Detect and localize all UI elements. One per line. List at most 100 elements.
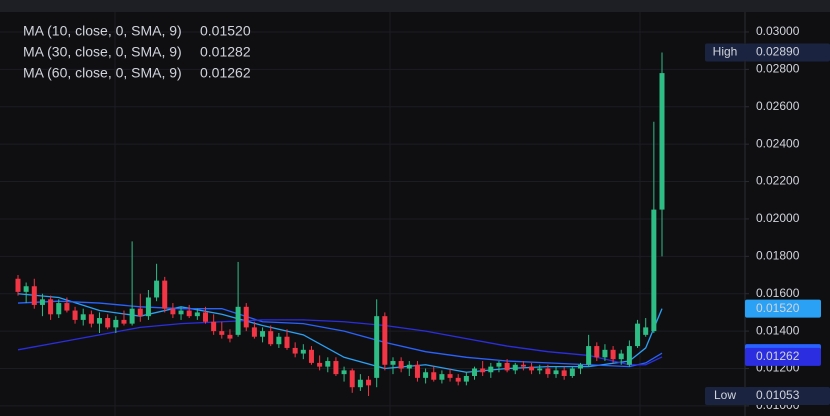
price-tag-label: 0.01262 <box>756 349 800 363</box>
candle-body <box>227 334 233 339</box>
top-bar <box>0 0 830 12</box>
price-tag <box>745 347 821 366</box>
candle-body <box>251 327 257 337</box>
candle-body <box>447 374 453 378</box>
candle-body <box>374 316 380 378</box>
candle-body <box>276 336 282 345</box>
legend-value: 0.01520 <box>200 23 251 39</box>
candle-body <box>170 308 176 315</box>
candle-body <box>162 280 168 309</box>
candle-body <box>31 286 37 305</box>
candle-body <box>431 372 437 380</box>
candle-body <box>72 310 78 320</box>
candle-body <box>88 314 94 324</box>
candle-body <box>178 310 184 315</box>
candle-body <box>325 361 331 367</box>
candle-body <box>308 349 314 363</box>
candle-body <box>594 346 600 358</box>
candle-body <box>586 346 592 365</box>
candle-body <box>268 331 274 345</box>
candle-body <box>504 362 510 371</box>
candle-body <box>553 370 559 375</box>
candle-body <box>545 368 551 375</box>
candle-body <box>235 306 241 335</box>
candle-body <box>455 377 461 382</box>
candle-body <box>537 368 543 371</box>
high-label: High <box>713 45 738 59</box>
candle-body <box>382 316 388 365</box>
candle-body <box>398 361 404 369</box>
candle-body <box>64 303 70 311</box>
high-value-box <box>745 43 830 62</box>
candle-body <box>48 299 54 315</box>
candle-body <box>366 379 372 386</box>
candle-body <box>618 353 624 360</box>
legend: MA (10, close, 0, SMA, 9) 0.01520 MA (30, … <box>23 23 251 81</box>
candle-body <box>137 308 143 317</box>
legend-name: MA (30, close, 0, SMA, 9) <box>23 44 182 60</box>
candle-body <box>529 366 535 371</box>
low-value: 0.01053 <box>756 388 800 402</box>
low-label-box <box>705 386 745 405</box>
candle-body <box>643 327 649 335</box>
candle-body <box>129 308 135 324</box>
candle-body <box>561 370 567 376</box>
plot <box>15 52 665 396</box>
y-tick-label: 0.03000 <box>756 24 800 38</box>
candle-body <box>15 278 21 292</box>
y-tick-label: 0.02400 <box>756 136 800 150</box>
candle-body <box>300 349 306 354</box>
candle-body <box>243 306 249 328</box>
candle-body <box>292 347 298 354</box>
candle-body <box>97 318 103 324</box>
candle-body <box>121 319 127 324</box>
candle-body <box>414 364 420 378</box>
candle-body <box>317 362 323 367</box>
candle-body <box>626 346 632 365</box>
candle-body <box>659 73 665 210</box>
candle-body <box>635 323 641 347</box>
candle-body <box>406 364 412 369</box>
candle-body <box>357 379 363 388</box>
candle-body <box>333 361 339 375</box>
candle-body <box>423 372 429 378</box>
candle-body <box>194 312 200 317</box>
candle-body <box>219 331 225 335</box>
high-label-box <box>705 43 745 62</box>
candle-body <box>439 374 445 380</box>
low-value-box <box>745 386 830 405</box>
legend-name: MA (60, close, 0, SMA, 9) <box>23 65 182 81</box>
candle-body <box>341 370 347 375</box>
candle-body <box>520 364 526 367</box>
price-tag-label: 0.01520 <box>756 301 800 315</box>
candle-body <box>145 297 151 317</box>
candle-body <box>80 314 86 320</box>
y-tick-label: 0.02000 <box>756 211 800 225</box>
price-axis: 0.03000 0.02800 0.02600 0.02400 0.02200 0.020… <box>705 24 830 412</box>
candle-body <box>260 331 266 337</box>
candle-body <box>488 366 494 373</box>
candle-body <box>349 370 355 388</box>
y-tick-label: 0.02200 <box>756 174 800 188</box>
grid <box>0 12 745 416</box>
candle-body <box>463 375 469 382</box>
candle-body <box>512 364 518 371</box>
y-tick-label: 0.02800 <box>756 62 800 76</box>
high-value: 0.02890 <box>756 45 800 59</box>
candle-body <box>211 321 217 332</box>
candle-body <box>496 362 502 367</box>
candle-body <box>23 286 29 292</box>
candle-body <box>56 303 62 315</box>
candle-body <box>610 349 616 360</box>
legend-name: MA (10, close, 0, SMA, 9) <box>23 23 182 39</box>
price-tag <box>745 299 821 318</box>
candle-body <box>284 336 290 348</box>
candle-body <box>113 319 119 328</box>
candle-body <box>577 364 583 369</box>
ma-line <box>17 300 663 368</box>
candle-body <box>39 299 45 305</box>
candle-body <box>202 312 208 322</box>
